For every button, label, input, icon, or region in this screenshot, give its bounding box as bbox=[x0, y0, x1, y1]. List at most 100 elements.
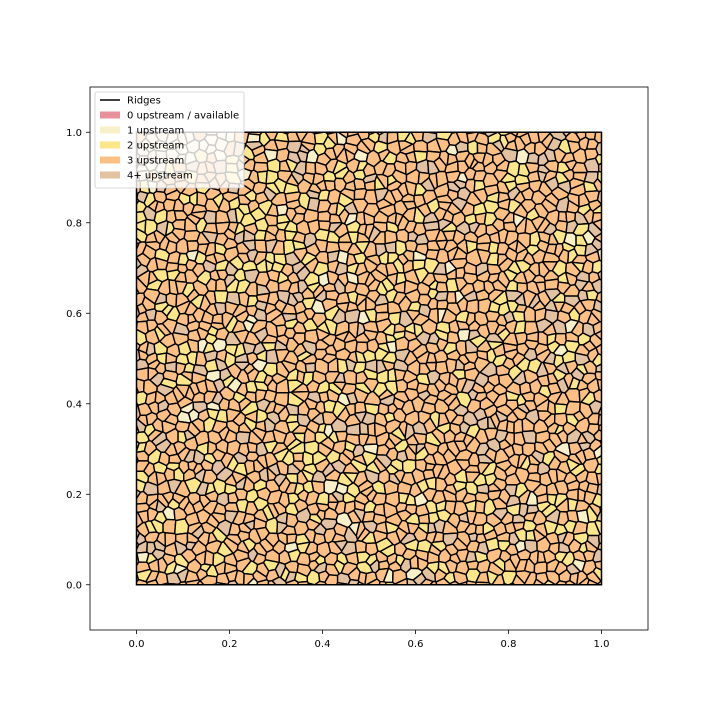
voronoi-cell bbox=[592, 389, 602, 404]
voronoi-cell bbox=[162, 518, 177, 535]
voronoi-cell bbox=[597, 269, 602, 282]
voronoi-cell bbox=[271, 576, 288, 585]
voronoi-cell bbox=[596, 483, 602, 497]
voronoi-cell bbox=[474, 499, 486, 514]
voronoi-cell bbox=[596, 378, 602, 392]
x-axis-ticks: 0.0 0.2 0.4 0.6 0.8 1.0 bbox=[129, 630, 610, 650]
voronoi-cell bbox=[586, 579, 599, 585]
voronoi-cell bbox=[476, 142, 488, 155]
voronoi-cell bbox=[285, 579, 299, 585]
voronoi-cell bbox=[592, 566, 602, 582]
y-tick-label: 1.0 bbox=[66, 128, 82, 139]
legend-swatch bbox=[100, 111, 120, 119]
voronoi-cell bbox=[591, 237, 602, 252]
voronoi-cell bbox=[146, 579, 159, 585]
voronoi-cell bbox=[597, 542, 602, 551]
voronoi-cell bbox=[592, 218, 602, 232]
voronoi-cell bbox=[358, 421, 369, 436]
voronoi-cell bbox=[592, 548, 602, 564]
domain-boundary bbox=[135, 131, 603, 586]
x-tick-label: 0.4 bbox=[315, 639, 331, 650]
legend: Ridges 0 upstream / available 1 upstream 2 … bbox=[94, 91, 245, 189]
voronoi-cell bbox=[554, 580, 567, 585]
voronoi-cell bbox=[596, 170, 602, 185]
voronoi-cell bbox=[304, 362, 317, 373]
legend-swatch bbox=[100, 126, 120, 134]
voronoi-cell bbox=[215, 278, 228, 292]
voronoi-cell bbox=[543, 579, 557, 585]
x-tick-label: 0.0 bbox=[129, 639, 145, 650]
voronoi-cell bbox=[419, 578, 434, 585]
voronoi-cell bbox=[429, 580, 438, 585]
voronoi-cell bbox=[313, 580, 328, 585]
voronoi-cell bbox=[256, 578, 270, 585]
legend-swatch bbox=[100, 156, 120, 164]
legend-label: 2 upstream bbox=[127, 141, 184, 152]
voronoi-cell bbox=[246, 441, 258, 454]
legend-label: 1 upstream bbox=[127, 126, 184, 137]
voronoi-cell bbox=[317, 210, 332, 223]
voronoi-cells bbox=[136, 132, 602, 585]
voronoi-cell bbox=[492, 507, 509, 522]
voronoi-cell bbox=[136, 578, 149, 585]
voronoi-cell bbox=[565, 579, 578, 585]
voronoi-cell bbox=[595, 472, 602, 486]
y-axis-ticks: 0.0 0.2 0.4 0.6 0.8 1.0 bbox=[66, 128, 90, 591]
legend-label: 4+ upstream bbox=[127, 171, 193, 182]
voronoi-cell bbox=[577, 577, 590, 585]
legend-label: 3 upstream bbox=[127, 156, 184, 167]
x-tick-label: 0.2 bbox=[222, 639, 238, 650]
legend-swatch bbox=[100, 141, 120, 149]
voronoi-cell bbox=[390, 426, 407, 441]
voronoi-cell bbox=[136, 256, 142, 270]
voronoi-cell bbox=[596, 510, 602, 523]
voronoi-cell bbox=[417, 513, 431, 525]
voronoi-cell bbox=[406, 577, 419, 585]
voronoi-cell bbox=[196, 579, 205, 585]
voronoi-cell bbox=[597, 405, 602, 416]
voronoi-cell bbox=[583, 157, 600, 173]
voronoi-cell bbox=[253, 308, 267, 322]
legend-box bbox=[94, 91, 245, 189]
voronoi-cell bbox=[136, 450, 150, 462]
voronoi-cell bbox=[436, 299, 449, 310]
voronoi-cell bbox=[594, 560, 602, 571]
x-tick-label: 1.0 bbox=[594, 639, 610, 650]
voronoi-cell bbox=[345, 423, 361, 436]
y-tick-label: 0.8 bbox=[66, 218, 82, 229]
voronoi-cell bbox=[347, 578, 360, 585]
voronoi-cell bbox=[412, 139, 429, 153]
legend-swatch bbox=[100, 171, 120, 179]
y-tick-label: 0.2 bbox=[66, 490, 82, 501]
x-tick-label: 0.6 bbox=[408, 639, 424, 650]
voronoi-cell bbox=[594, 519, 602, 535]
voronoi-cell bbox=[203, 549, 215, 566]
voronoi-cell bbox=[597, 247, 602, 262]
voronoi-cell bbox=[354, 540, 367, 554]
voronoi-cell bbox=[292, 452, 304, 462]
voronoi-cell bbox=[596, 580, 602, 585]
y-tick-label: 0.4 bbox=[66, 399, 82, 410]
voronoi-cell bbox=[373, 302, 389, 314]
voronoi-cell bbox=[174, 518, 190, 536]
voronoi-cell bbox=[595, 363, 602, 373]
y-tick-label: 0.6 bbox=[66, 309, 82, 320]
voronoi-cell bbox=[502, 356, 516, 371]
axes-frame bbox=[89, 86, 649, 631]
voronoi-cell bbox=[353, 177, 366, 191]
legend-label: Ridges bbox=[127, 96, 161, 107]
voronoi-cell bbox=[594, 330, 602, 341]
y-tick-label: 0.0 bbox=[66, 580, 82, 591]
voronoi-cell bbox=[511, 574, 526, 585]
voronoi-cell bbox=[590, 308, 602, 323]
voronoi-cell bbox=[513, 418, 524, 435]
voronoi-cell bbox=[544, 278, 560, 291]
voronoi-cell bbox=[163, 467, 175, 482]
voronoi-cell bbox=[521, 430, 537, 445]
voronoi-cell bbox=[523, 305, 537, 323]
legend-label: 0 upstream / available bbox=[127, 111, 239, 122]
voronoi-cell bbox=[511, 442, 524, 456]
x-tick-label: 0.8 bbox=[501, 639, 517, 650]
